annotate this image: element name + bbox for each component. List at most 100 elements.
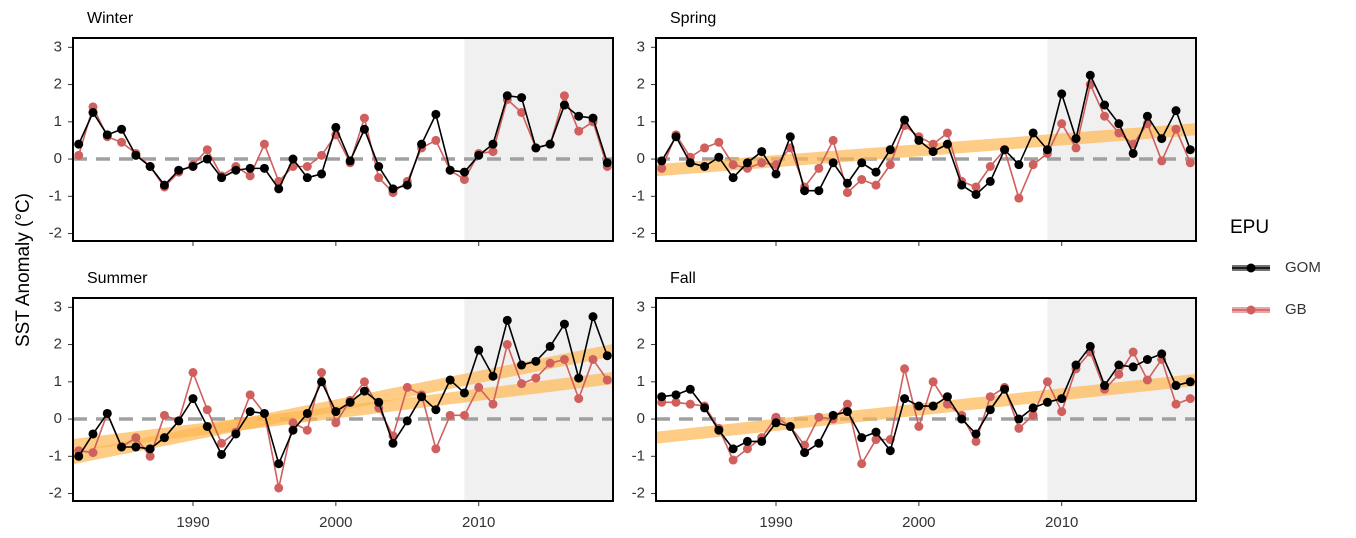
data-point (302, 162, 312, 172)
data-point (885, 160, 895, 170)
data-point (517, 107, 527, 117)
data-point (145, 162, 155, 172)
data-point (1142, 111, 1152, 121)
data-point (857, 459, 867, 469)
data-point (217, 438, 227, 448)
panel-title: Fall (670, 270, 696, 287)
data-point (985, 392, 995, 402)
data-point (1171, 106, 1181, 116)
data-point (1028, 160, 1038, 170)
highlight-region (1047, 298, 1196, 501)
data-point (345, 156, 355, 166)
data-point (559, 100, 569, 110)
data-point (785, 422, 795, 432)
data-point (1014, 193, 1024, 203)
data-point (985, 405, 995, 415)
data-point (488, 139, 498, 149)
data-point (145, 451, 155, 461)
data-point (1000, 145, 1010, 155)
data-point (117, 124, 127, 134)
data-point (602, 158, 612, 168)
data-point (742, 158, 752, 168)
data-point (445, 410, 455, 420)
data-point (288, 425, 298, 435)
data-point (700, 143, 710, 153)
data-point (102, 408, 112, 418)
data-point (800, 448, 810, 458)
data-point (545, 341, 555, 351)
data-point (1014, 414, 1024, 424)
legend-title: EPU (1230, 217, 1269, 238)
y-tick-label: 0 (54, 410, 62, 427)
data-point (1057, 407, 1067, 417)
data-point (302, 408, 312, 418)
data-point (814, 438, 824, 448)
y-tick-label: -2 (49, 485, 62, 502)
data-point (771, 418, 781, 428)
data-point (302, 425, 312, 435)
data-point (159, 433, 169, 443)
data-point (259, 163, 269, 173)
data-point (388, 184, 398, 194)
data-point (871, 167, 881, 177)
data-point (245, 171, 255, 181)
data-point (188, 394, 198, 404)
y-tick-label: -2 (632, 485, 645, 502)
data-point (728, 160, 738, 170)
data-point (502, 91, 512, 101)
data-point (545, 358, 555, 368)
data-point (288, 154, 298, 164)
legend-label: GOM (1285, 259, 1321, 276)
data-point (1042, 397, 1052, 407)
data-point (714, 425, 724, 435)
data-point (445, 165, 455, 175)
data-point (274, 483, 284, 493)
data-point (1185, 158, 1195, 168)
data-point (474, 150, 484, 160)
data-point (517, 93, 527, 103)
data-point (1142, 375, 1152, 385)
data-point (928, 147, 938, 157)
data-point (928, 139, 938, 149)
data-point (531, 373, 541, 383)
data-point (942, 399, 952, 409)
y-tick-label: 1 (637, 373, 645, 390)
data-point (1071, 360, 1081, 370)
data-point (488, 147, 498, 157)
data-point (431, 444, 441, 454)
data-point (957, 180, 967, 190)
y-tick-label: -1 (49, 447, 62, 464)
data-point (545, 139, 555, 149)
data-point (971, 436, 981, 446)
data-point (942, 139, 952, 149)
data-point (188, 162, 198, 172)
panel-border (655, 37, 1197, 242)
x-tick-label: 1990 (176, 514, 209, 531)
data-point (574, 126, 584, 136)
data-point (288, 418, 298, 428)
data-point (1114, 128, 1124, 138)
data-point (1114, 369, 1124, 379)
y-tick-label: 0 (637, 410, 645, 427)
legend-key (1246, 305, 1256, 315)
y-tick-label: 1 (54, 373, 62, 390)
data-point (559, 91, 569, 101)
data-point (942, 392, 952, 402)
data-point (74, 451, 84, 461)
x-tick-label: 2000 (319, 514, 352, 531)
y-tick-label: 3 (637, 298, 645, 315)
data-point (417, 392, 427, 402)
data-point (828, 410, 838, 420)
x-tick-label: 2000 (902, 514, 935, 531)
data-point (814, 186, 824, 196)
y-tick-label: 0 (54, 150, 62, 167)
panel-border (655, 297, 1197, 502)
data-point (685, 399, 695, 409)
data-point (531, 143, 541, 153)
data-point (1014, 160, 1024, 170)
data-point (331, 407, 341, 417)
data-point (159, 410, 169, 420)
data-point (202, 422, 212, 432)
data-point (388, 438, 398, 448)
